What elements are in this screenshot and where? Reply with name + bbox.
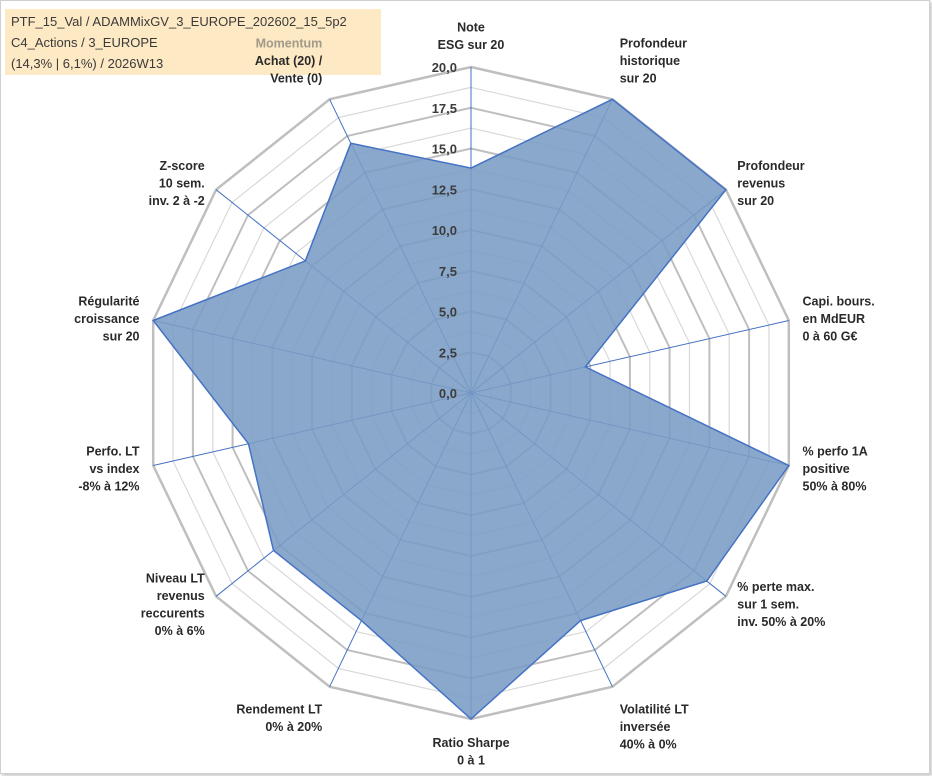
axis-label: Profondeur historique sur 20 xyxy=(620,37,687,86)
axis-label: Ratio Sharpe 0 à 1 xyxy=(432,736,509,768)
axis-label-header: Momentum xyxy=(256,37,323,51)
axis-label-line: sur 20 xyxy=(737,194,774,208)
axis-label-line: en MdEUR xyxy=(803,312,866,326)
tick-label: 15,0 xyxy=(432,142,457,157)
axis-label-line: revenus xyxy=(157,589,205,603)
axis-label-line: Capi. bours. xyxy=(803,294,875,308)
axis-label: Momentum Achat (20) / Vente (0) xyxy=(255,37,323,86)
chart-title-box: PTF_15_Val / ADAMMixGV_3_EUROPE_202602_1… xyxy=(5,9,381,75)
axis-label-line: Profondeur xyxy=(620,37,687,51)
axis-label-line: 50% à 80% xyxy=(803,480,867,494)
tick-label: 17,5 xyxy=(432,101,457,116)
tick-label: 20,0 xyxy=(432,60,457,75)
axis-label-line: 0% à 6% xyxy=(155,624,205,638)
title-line-1: PTF_15_Val / ADAMMixGV_3_EUROPE_202602_1… xyxy=(11,14,347,29)
axis-label-line: inversée xyxy=(620,720,671,734)
axis-label-line: Vente (0) xyxy=(270,72,322,86)
axis-label: Régularité croissance sur 20 xyxy=(74,294,139,343)
axis-label-line: Régularité xyxy=(78,294,139,308)
axis-label: Z-score 10 sem. inv. 2 à -2 xyxy=(149,159,205,208)
tick-label: 12,5 xyxy=(432,182,457,197)
radar-series-area xyxy=(151,98,790,721)
axis-label-line: 0 à 1 xyxy=(457,754,485,768)
axis-label-line: inv. 2 à -2 xyxy=(149,194,205,208)
axis-label-line: 10 sem. xyxy=(159,176,205,190)
axis-label-line: % perfo 1A xyxy=(803,445,868,459)
axis-label-line: Profondeur xyxy=(737,159,804,173)
axis-label: Volatilité LT inversée 40% à 0% xyxy=(620,703,689,752)
axis-label-line: Note xyxy=(457,21,485,35)
tick-label: 7,5 xyxy=(439,264,457,279)
axis-label-line: sur 20 xyxy=(620,72,657,86)
axis-label-line: vs index xyxy=(89,462,139,476)
axis-label-line: Perfo. LT xyxy=(86,445,140,459)
tick-label: 0,0 xyxy=(439,386,457,401)
title-line-2: C4_Actions / 3_EUROPE xyxy=(11,35,158,50)
axis-label-line: -8% à 12% xyxy=(78,480,139,494)
axis-label-line: % perte max. xyxy=(737,580,814,594)
axis-label: % perfo 1A positive 50% à 80% xyxy=(803,445,868,494)
title-line-3: (14,3% | 6,1%) / 2026W13 xyxy=(11,56,164,71)
tick-label: 5,0 xyxy=(439,305,457,320)
axis-label-line: Niveau LT xyxy=(146,572,205,586)
axis-label-line: 0 à 60 G€ xyxy=(803,329,858,343)
axis-label-line: 40% à 0% xyxy=(620,738,677,752)
axis-label-line: historique xyxy=(620,54,680,68)
radar-tick-labels: 0,0 2,5 5,0 7,5 10,0 12,5 15,0 17,5 20,0 xyxy=(432,60,457,401)
axis-label: Rendement LT 0% à 20% xyxy=(236,703,322,735)
axis-label-line: Volatilité LT xyxy=(620,703,689,717)
axis-label-line: sur 20 xyxy=(103,329,140,343)
axis-label: % perte max. sur 1 sem. inv. 50% à 20% xyxy=(737,580,825,629)
axis-label-line: Rendement LT xyxy=(236,703,322,717)
axis-label-line: 0% à 20% xyxy=(265,720,322,734)
axis-label: Niveau LT revenus reccurents 0% à 6% xyxy=(141,572,205,639)
radar-series xyxy=(151,98,790,721)
axis-label-line: croissance xyxy=(74,312,139,326)
axis-label-line: ESG sur 20 xyxy=(438,38,505,52)
axis-label: Perfo. LT vs index -8% à 12% xyxy=(78,445,140,494)
axis-label-line: reccurents xyxy=(141,607,205,621)
axis-label-line: Achat (20) / xyxy=(255,54,323,68)
axis-label-line: sur 1 sem. xyxy=(737,598,799,612)
axis-label-line: inv. 50% à 20% xyxy=(737,615,825,629)
axis-label: Capi. bours. en MdEUR 0 à 60 G€ xyxy=(803,294,875,343)
tick-label: 10,0 xyxy=(432,223,457,238)
radar-axis-labels: Note ESG sur 20 Profondeur historique sur 20… xyxy=(74,21,875,768)
axis-label: Profondeur revenus sur 20 xyxy=(737,159,804,208)
axis-label-line: Z-score xyxy=(160,159,205,173)
axis-label-line: revenus xyxy=(737,176,785,190)
axis-label-line: positive xyxy=(803,462,850,476)
tick-label: 2,5 xyxy=(439,345,457,360)
axis-label-line: Ratio Sharpe xyxy=(432,736,509,750)
axis-label: Note ESG sur 20 xyxy=(438,21,505,53)
